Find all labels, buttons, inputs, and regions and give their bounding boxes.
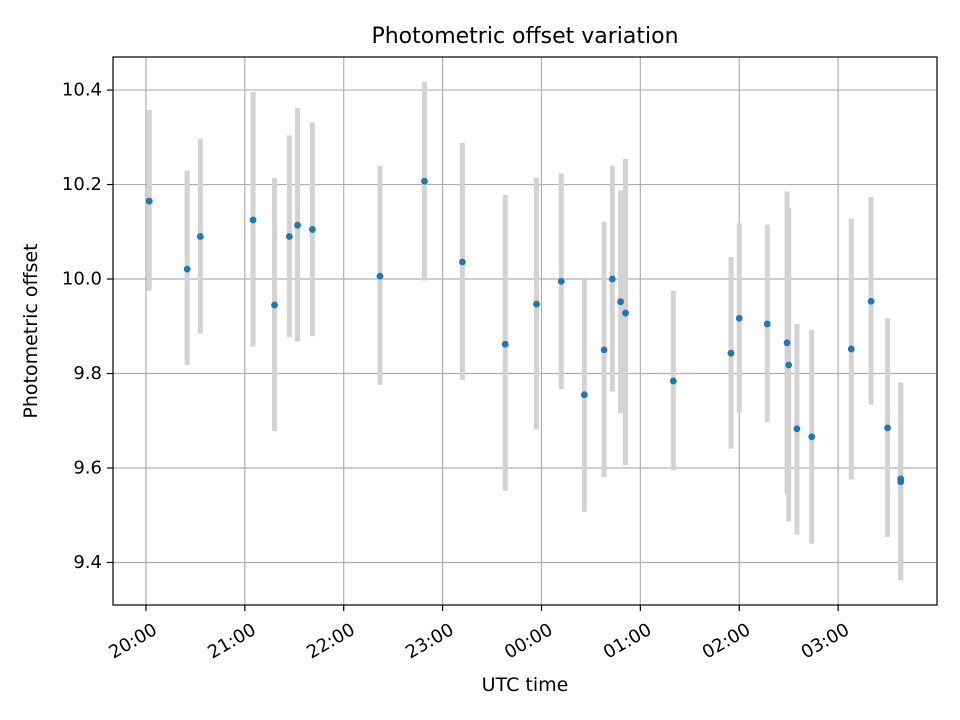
y-tick-label: 9.4: [73, 552, 102, 573]
data-point: [783, 339, 791, 347]
x-tick-label: 02:00: [699, 619, 754, 663]
x-tick-label: 23:00: [402, 619, 457, 663]
data-point: [309, 226, 316, 233]
data-point: [196, 233, 204, 240]
data-point: [533, 300, 540, 308]
y-tick-label: 10.4: [62, 80, 102, 101]
data-point: [421, 177, 428, 185]
data-point: [793, 425, 801, 433]
data-point: [145, 197, 153, 205]
data-point: [501, 340, 509, 348]
data-point: [867, 297, 875, 305]
data-point: [183, 265, 191, 273]
y-tick-label: 10.0: [62, 269, 102, 290]
y-axis-ticks: 9.4 9.6 9.8 10.0 10.2 10.4: [62, 80, 113, 573]
x-tick-label: 20:00: [105, 619, 160, 663]
data-point: [580, 391, 588, 399]
x-tick-label: 03:00: [798, 619, 853, 663]
data-point: [897, 478, 905, 486]
x-tick-label: 21:00: [204, 619, 259, 663]
data-point: [271, 301, 278, 309]
x-tick-label: 01:00: [600, 619, 655, 663]
data-point: [727, 349, 735, 357]
data-point: [847, 345, 855, 353]
data-point: [285, 233, 293, 240]
x-tick-label: 00:00: [501, 619, 556, 663]
x-axis-label: UTC time: [482, 674, 569, 696]
grid-lines: [113, 57, 937, 605]
plot-frame: [112, 56, 938, 606]
data-point: [763, 320, 771, 328]
data-point: [458, 258, 466, 266]
y-tick-label: 10.2: [62, 174, 102, 195]
data-point: [884, 424, 891, 432]
data-point: [249, 216, 257, 224]
data-point: [735, 314, 743, 322]
data-point: [669, 377, 677, 385]
data-point: [617, 298, 624, 306]
y-axis-label: Photometric offset: [20, 243, 42, 418]
error-bars: [146, 81, 904, 581]
data-point: [376, 272, 384, 280]
data-point: [608, 275, 616, 283]
x-tick-label: 22:00: [303, 619, 358, 663]
y-tick-label: 9.6: [73, 458, 102, 479]
x-axis-ticks: 20:00 21:00 22:00 23:00 00:00 01:00 02:00 03:00: [105, 605, 853, 663]
data-point: [622, 309, 629, 317]
data-point: [294, 221, 301, 229]
data-point: [557, 277, 565, 285]
data-point: [785, 361, 793, 369]
y-tick-label: 9.8: [73, 363, 102, 384]
data-point: [808, 433, 816, 441]
chart-title: Photometric offset variation: [371, 24, 678, 49]
data-point: [600, 346, 608, 354]
data-points: [145, 177, 905, 486]
